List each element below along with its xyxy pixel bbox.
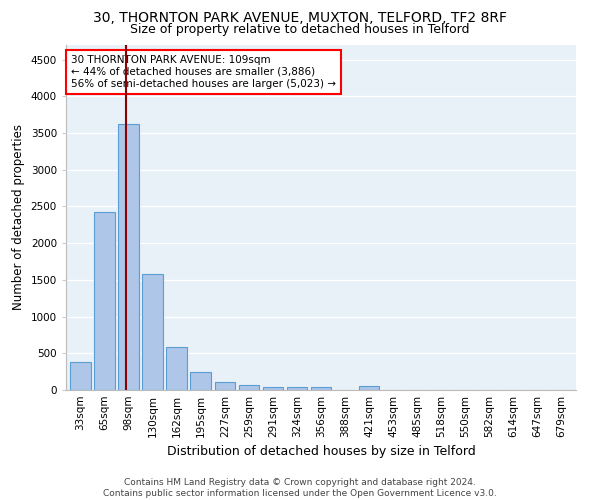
Bar <box>118 124 139 390</box>
Bar <box>287 388 307 390</box>
Text: 30 THORNTON PARK AVENUE: 109sqm
← 44% of detached houses are smaller (3,886)
56%: 30 THORNTON PARK AVENUE: 109sqm ← 44% of… <box>71 56 336 88</box>
Bar <box>94 212 115 390</box>
Text: 30, THORNTON PARK AVENUE, MUXTON, TELFORD, TF2 8RF: 30, THORNTON PARK AVENUE, MUXTON, TELFOR… <box>93 11 507 25</box>
Y-axis label: Number of detached properties: Number of detached properties <box>12 124 25 310</box>
Bar <box>166 348 187 390</box>
Bar <box>190 372 211 390</box>
Bar <box>142 274 163 390</box>
X-axis label: Distribution of detached houses by size in Telford: Distribution of detached houses by size … <box>167 446 475 458</box>
Bar <box>359 386 379 390</box>
Text: Size of property relative to detached houses in Telford: Size of property relative to detached ho… <box>130 24 470 36</box>
Bar <box>215 382 235 390</box>
Bar <box>239 385 259 390</box>
Bar <box>263 386 283 390</box>
Text: Contains HM Land Registry data © Crown copyright and database right 2024.
Contai: Contains HM Land Registry data © Crown c… <box>103 478 497 498</box>
Bar <box>311 388 331 390</box>
Bar <box>70 362 91 390</box>
